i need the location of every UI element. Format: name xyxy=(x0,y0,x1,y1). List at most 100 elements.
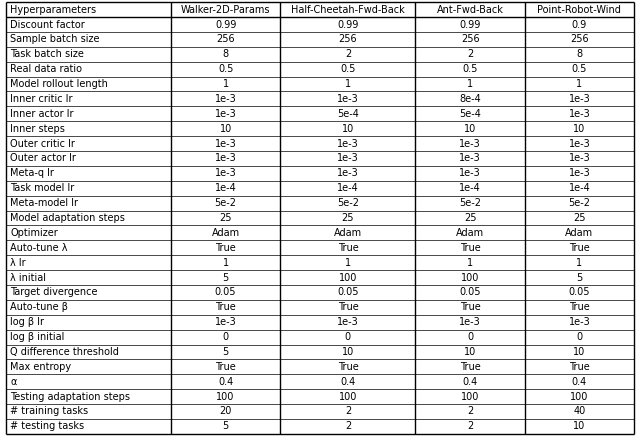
Text: 1e-3: 1e-3 xyxy=(337,168,359,178)
Bar xyxy=(525,121,634,136)
Text: 1e-3: 1e-3 xyxy=(568,317,590,327)
Text: 0.4: 0.4 xyxy=(340,377,356,387)
Text: Walker-2D-Params: Walker-2D-Params xyxy=(181,5,270,15)
Text: True: True xyxy=(215,302,236,312)
Text: 1e-3: 1e-3 xyxy=(568,109,590,119)
Bar xyxy=(280,300,415,315)
Bar xyxy=(280,151,415,166)
Bar xyxy=(415,62,525,77)
Text: 1e-3: 1e-3 xyxy=(215,139,237,149)
Text: True: True xyxy=(569,302,589,312)
Bar xyxy=(415,2,525,17)
Bar xyxy=(6,270,171,285)
Bar xyxy=(171,374,280,389)
Bar xyxy=(525,285,634,300)
Text: Max entropy: Max entropy xyxy=(10,362,72,372)
Text: 0.5: 0.5 xyxy=(572,64,587,74)
Bar xyxy=(6,32,171,47)
Text: 5e-2: 5e-2 xyxy=(337,198,359,208)
Bar xyxy=(415,47,525,62)
Text: 0.99: 0.99 xyxy=(215,20,236,30)
Bar xyxy=(525,255,634,270)
Text: Real data ratio: Real data ratio xyxy=(10,64,82,74)
Bar xyxy=(415,17,525,32)
Text: Auto-tune β: Auto-tune β xyxy=(10,302,68,312)
Bar xyxy=(171,151,280,166)
Bar xyxy=(171,285,280,300)
Text: True: True xyxy=(460,243,481,253)
Text: # training tasks: # training tasks xyxy=(10,406,88,416)
Bar xyxy=(525,181,634,196)
Bar xyxy=(525,151,634,166)
Text: Ant-Fwd-Back: Ant-Fwd-Back xyxy=(436,5,504,15)
Bar xyxy=(171,196,280,211)
Bar xyxy=(6,196,171,211)
Text: 0: 0 xyxy=(223,332,228,342)
Bar xyxy=(525,225,634,240)
Text: True: True xyxy=(337,302,358,312)
Bar xyxy=(525,374,634,389)
Text: 5e-2: 5e-2 xyxy=(568,198,590,208)
Bar xyxy=(525,300,634,315)
Text: Point-Robot-Wind: Point-Robot-Wind xyxy=(538,5,621,15)
Text: 0.99: 0.99 xyxy=(460,20,481,30)
Text: Outer actor lr: Outer actor lr xyxy=(10,153,76,164)
Text: 256: 256 xyxy=(216,34,235,44)
Bar xyxy=(525,359,634,374)
Bar xyxy=(6,2,171,17)
Text: λ initial: λ initial xyxy=(10,272,46,283)
Bar xyxy=(280,166,415,181)
Text: 100: 100 xyxy=(461,392,479,402)
Bar xyxy=(280,359,415,374)
Text: Adam: Adam xyxy=(212,228,239,238)
Bar xyxy=(280,136,415,151)
Bar xyxy=(6,389,171,404)
Bar xyxy=(525,196,634,211)
Bar xyxy=(415,240,525,255)
Bar xyxy=(525,419,634,434)
Text: 0.4: 0.4 xyxy=(572,377,587,387)
Bar xyxy=(171,389,280,404)
Bar xyxy=(415,374,525,389)
Bar xyxy=(280,225,415,240)
Text: 0.05: 0.05 xyxy=(568,287,590,297)
Text: log β initial: log β initial xyxy=(10,332,65,342)
Text: 0.9: 0.9 xyxy=(572,20,587,30)
Bar xyxy=(280,315,415,330)
Bar xyxy=(415,404,525,419)
Text: 5e-4: 5e-4 xyxy=(337,109,359,119)
Bar xyxy=(280,330,415,344)
Text: 1: 1 xyxy=(345,258,351,268)
Text: 5e-2: 5e-2 xyxy=(460,198,481,208)
Bar xyxy=(6,344,171,359)
Bar xyxy=(171,136,280,151)
Bar xyxy=(6,136,171,151)
Bar xyxy=(415,106,525,121)
Bar xyxy=(525,404,634,419)
Bar xyxy=(280,106,415,121)
Text: 20: 20 xyxy=(220,406,232,416)
Text: Adam: Adam xyxy=(456,228,484,238)
Text: 0.5: 0.5 xyxy=(463,64,478,74)
Bar xyxy=(525,106,634,121)
Bar xyxy=(525,136,634,151)
Text: 0.05: 0.05 xyxy=(460,287,481,297)
Bar xyxy=(171,404,280,419)
Bar xyxy=(6,359,171,374)
Bar xyxy=(171,32,280,47)
Text: True: True xyxy=(569,243,589,253)
Bar xyxy=(415,151,525,166)
Text: Outer critic lr: Outer critic lr xyxy=(10,139,75,149)
Text: Inner actor lr: Inner actor lr xyxy=(10,109,74,119)
Bar xyxy=(280,419,415,434)
Bar xyxy=(171,181,280,196)
Bar xyxy=(415,136,525,151)
Text: Q difference threshold: Q difference threshold xyxy=(10,347,119,357)
Bar xyxy=(415,285,525,300)
Bar xyxy=(6,17,171,32)
Bar xyxy=(525,166,634,181)
Bar xyxy=(415,255,525,270)
Bar xyxy=(415,92,525,106)
Bar xyxy=(6,166,171,181)
Text: 256: 256 xyxy=(339,34,357,44)
